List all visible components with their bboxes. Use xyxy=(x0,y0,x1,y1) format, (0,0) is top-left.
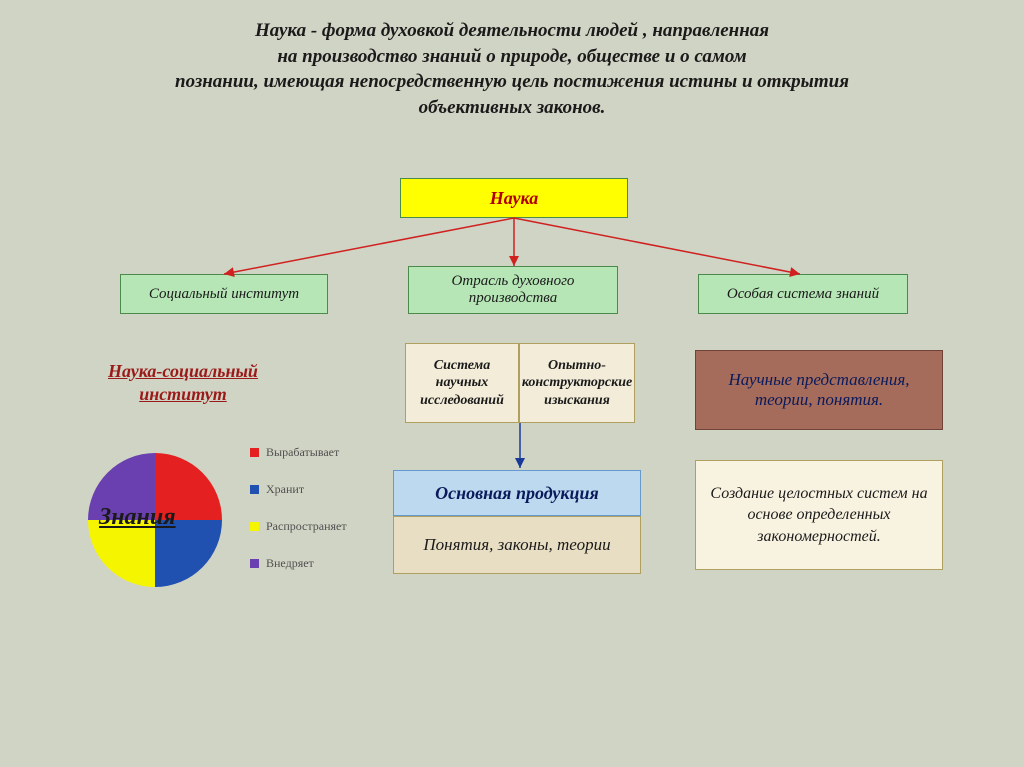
branch-label: Особая система знаний xyxy=(727,286,879,303)
systems-node: Создание целостных систем на основе опре… xyxy=(695,460,943,570)
legend-item: Вырабатывает xyxy=(250,445,347,460)
legend-label: Хранит xyxy=(266,482,304,497)
branch-node: Социальный институт xyxy=(120,274,328,314)
main-product-node: Основная продукция xyxy=(393,470,641,516)
root-node: Наука xyxy=(400,178,628,218)
legend-item: Внедряет xyxy=(250,556,347,571)
branch-node: Особая система знаний xyxy=(698,274,908,314)
concepts-node: Понятия, законы, теории xyxy=(393,516,641,574)
legend-swatch xyxy=(250,485,259,494)
legend-label: Внедряет xyxy=(266,556,314,571)
root-label: Наука xyxy=(490,188,538,209)
title-line: на производство знаний о природе, общест… xyxy=(277,46,746,67)
branch-label: Отрасль духовного производства xyxy=(417,273,609,307)
systems-label: Создание целостных систем на основе опре… xyxy=(704,483,934,548)
theory-node: Научные представления, теории, понятия. xyxy=(695,350,943,430)
legend-item: Распространяет xyxy=(250,519,347,534)
sub-label: Опытно-конструкторские изыскания xyxy=(522,357,632,410)
legend-swatch xyxy=(250,448,259,457)
legend-swatch xyxy=(250,522,259,531)
sub-label: Система научных исследований xyxy=(414,357,510,410)
branch-node: Отрасль духовного производства xyxy=(408,266,618,314)
subheading-line: Наука-социальный xyxy=(108,361,258,381)
legend-label: Распространяет xyxy=(266,519,347,534)
pie-legend: Вырабатывает Хранит Распространяет Внедряет xyxy=(250,445,347,593)
subheading-line: институт xyxy=(139,384,227,404)
pie-center-label: Знания xyxy=(99,504,176,531)
legend-item: Хранит xyxy=(250,482,347,497)
theory-label: Научные представления, теории, понятия. xyxy=(704,370,934,410)
page-title: Наука - форма духовкой деятельности люде… xyxy=(0,0,1024,121)
title-line: Наука - форма духовкой деятельности люде… xyxy=(255,20,769,41)
section-subheading: Наука-социальный институт xyxy=(108,360,258,405)
branch-label: Социальный институт xyxy=(149,286,299,303)
title-line: познании, имеющая непосредственную цель … xyxy=(175,71,849,92)
concepts-label: Понятия, законы, теории xyxy=(423,535,610,555)
sub-node: Опытно-конструкторские изыскания xyxy=(519,343,635,423)
title-line: объективных законов. xyxy=(419,97,606,118)
legend-swatch xyxy=(250,559,259,568)
legend-label: Вырабатывает xyxy=(266,445,339,460)
sub-node: Система научных исследований xyxy=(405,343,519,423)
main-product-label: Основная продукция xyxy=(435,483,599,504)
